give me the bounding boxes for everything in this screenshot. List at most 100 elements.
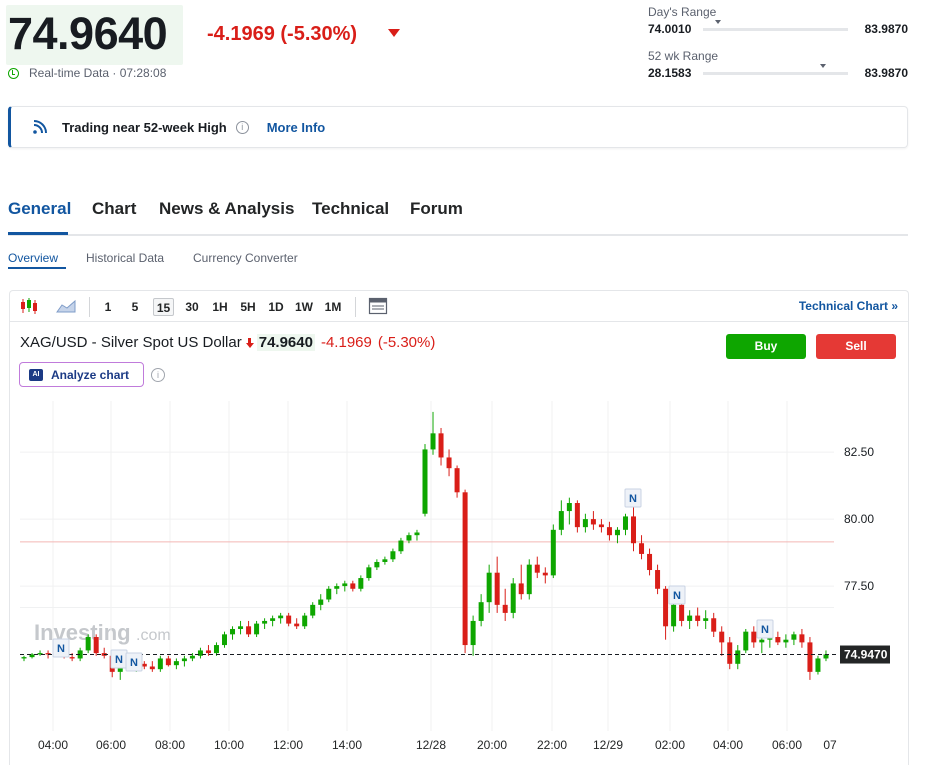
candle-body [622, 516, 628, 530]
candle-body [647, 553, 653, 571]
candle-body [534, 564, 540, 573]
tab-general[interactable]: General [8, 199, 72, 218]
news-marker-label: N [57, 643, 65, 655]
candle-body [149, 666, 155, 670]
candle-body [69, 657, 75, 659]
candle-body [254, 623, 260, 635]
candle-body [398, 540, 404, 552]
x-tick-label: 12:00 [273, 738, 303, 752]
candle-body [165, 658, 171, 666]
candle-body [141, 663, 147, 667]
candle-body [655, 570, 661, 589]
last-price: 74.9640 [8, 8, 168, 59]
candle-body [270, 618, 276, 621]
info-icon[interactable]: i [151, 368, 165, 382]
last-price-label: 74.9470 [844, 648, 888, 662]
tab-chart[interactable]: Chart [92, 199, 137, 218]
candle-body [286, 615, 292, 624]
down-triangle-icon [388, 29, 400, 37]
day-range-track [703, 28, 848, 31]
candle-body [759, 639, 765, 643]
candle-body [334, 586, 340, 589]
candle-body [791, 634, 797, 640]
tab-news-analysis[interactable]: News & Analysis [159, 199, 295, 218]
candle-body [189, 655, 195, 659]
candle-body [807, 642, 813, 672]
candle-body [526, 564, 532, 595]
candle-body [21, 657, 27, 659]
candle-body [294, 623, 300, 627]
candle-body [222, 634, 228, 646]
analyze-chart-label: Analyze chart [51, 367, 130, 382]
wk52-range-low: 28.1583 [648, 66, 692, 80]
candlestick-icon[interactable] [19, 297, 39, 315]
day-range-marker-icon [714, 20, 721, 24]
interval-15[interactable]: 15 [153, 298, 174, 316]
alert-text: Trading near 52-week High [62, 119, 227, 135]
wk52-range-label: 52 wk Range [648, 49, 719, 63]
subtab-currency-converter[interactable]: Currency Converter [193, 251, 298, 265]
candle-body [478, 602, 484, 621]
candle-body [631, 516, 637, 544]
interval-1h[interactable]: 1H [212, 300, 228, 314]
tab-forum[interactable]: Forum [410, 199, 463, 218]
candle-body [374, 561, 380, 568]
candle-body [783, 639, 789, 643]
interval-30[interactable]: 30 [185, 300, 199, 314]
chart-panel: 1 5 15 30 1H 5H 1D 1W 1M Technical Chart… [9, 290, 909, 765]
wk52-range-marker-icon [820, 64, 827, 68]
interval-5h[interactable]: 5H [240, 300, 256, 314]
area-chart-icon[interactable] [56, 298, 76, 314]
price-chart[interactable]: Investing .com 82.50 80.00 77.50 74.9470 04:… [10, 291, 908, 765]
wk52-range-track [703, 72, 848, 75]
candle-body [606, 527, 612, 536]
high-alert-bar: Trading near 52-week High i More Info [8, 106, 908, 148]
candle-body [502, 604, 508, 613]
toolbar-divider [355, 297, 356, 317]
subtab-overview[interactable]: Overview [8, 251, 59, 265]
candle-body [326, 588, 332, 600]
x-tick-label: 04:00 [38, 738, 68, 752]
subtab-historical-data[interactable]: Historical Data [86, 251, 165, 265]
analyze-chart-button[interactable]: AI Analyze chart [19, 362, 144, 387]
candle-body [318, 599, 324, 605]
news-marker-label: N [115, 654, 123, 666]
candle-body [687, 615, 693, 621]
candle-body [181, 658, 187, 662]
interval-1m[interactable]: 1M [324, 300, 342, 314]
chart-toolbar: 1 5 15 30 1H 5H 1D 1W 1M Technical Chart… [10, 291, 908, 322]
candle-body [799, 634, 805, 643]
candle-body [815, 658, 821, 672]
interval-1d[interactable]: 1D [268, 300, 284, 314]
table-view-icon[interactable] [368, 297, 388, 315]
candle-body [422, 449, 428, 514]
interval-5[interactable]: 5 [131, 300, 139, 314]
sell-button[interactable]: Sell [816, 334, 896, 359]
realtime-text: Real-time Data · 07:28:08 [29, 66, 167, 80]
x-tick-label: 08:00 [155, 738, 185, 752]
news-marker-icon [52, 638, 70, 658]
info-icon[interactable]: i [235, 120, 249, 134]
buy-button[interactable]: Buy [726, 334, 806, 359]
technical-chart-link[interactable]: Technical Chart » [798, 299, 898, 313]
x-tick-label: 04:00 [713, 738, 743, 752]
candle-body [542, 572, 548, 576]
main-tabs: General Chart News & Analysis Technical … [8, 196, 908, 236]
candle-body [727, 642, 733, 664]
candle-body [614, 529, 620, 536]
candle-body [414, 532, 420, 536]
candle-body [93, 637, 99, 654]
tab-technical[interactable]: Technical [312, 199, 390, 218]
interval-1[interactable]: 1 [104, 300, 112, 314]
more-info-link[interactable]: More Info [266, 119, 326, 135]
instrument-header: XAG/USD - Silver Spot US Dollar 74.9640 … [20, 334, 435, 351]
clock-icon [8, 67, 19, 79]
candle-body [550, 529, 556, 576]
candle-body [462, 492, 468, 646]
candle-body [639, 543, 645, 554]
candle-body [735, 650, 741, 664]
candle-body [302, 615, 308, 627]
day-range: Day's Range 74.0010 83.9870 [648, 5, 910, 36]
candle-body [366, 567, 372, 579]
interval-1w[interactable]: 1W [295, 300, 313, 314]
